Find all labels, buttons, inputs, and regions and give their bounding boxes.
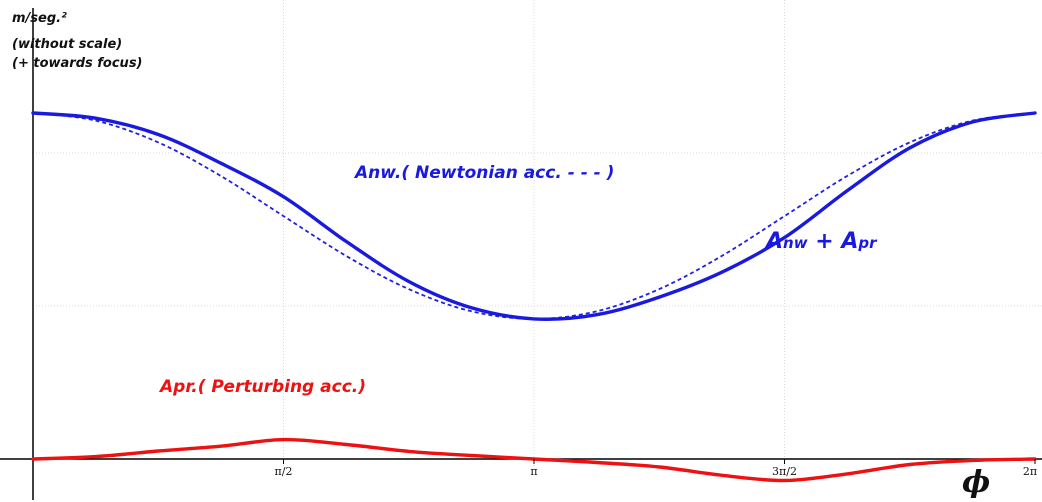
sum-annotation-a: A (764, 229, 783, 254)
x-ticks: π/2 π 3π/2 2π (275, 459, 1037, 478)
x-axis-label-phi: ϕ (962, 465, 990, 500)
x-tick-label: π (530, 465, 537, 478)
sum-annotation: Anw + Apr (764, 229, 878, 254)
sum-annotation-sub-nw: nw (783, 234, 808, 252)
perturbing-annotation: Apr.( Perturbing acc.) (158, 377, 366, 397)
x-tick-label: 3π/2 (772, 465, 797, 478)
newtonian-annotation: Anw.( Newtonian acc. - - - ) (353, 163, 614, 183)
x-tick-label: π/2 (275, 465, 293, 478)
grid (33, 0, 1042, 470)
y-axis-label-line-2: (without scale) (12, 37, 122, 52)
sum-annotation-sub-pr: pr (857, 234, 878, 252)
y-axis-label-line-3: (+ towards focus) (12, 56, 143, 71)
sum-annotation-plus-a: + A (808, 229, 859, 254)
y-axis-label-line-1: m/seg.² (12, 11, 67, 26)
sum-series-line (31, 111, 1037, 321)
x-tick-label: 2π (1023, 465, 1037, 478)
axes (0, 8, 1042, 500)
